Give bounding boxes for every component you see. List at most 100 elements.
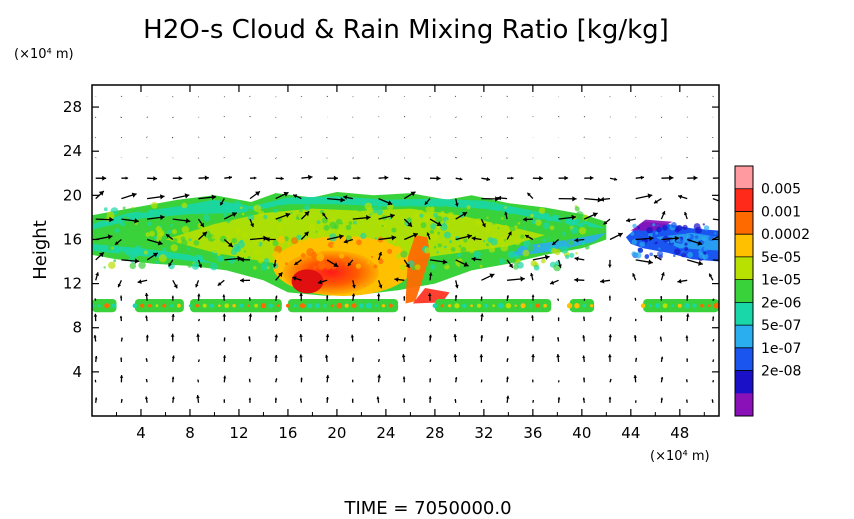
cloud-speckle: [220, 261, 223, 264]
cloud-speckle: [308, 243, 312, 247]
cloud-speckle: [303, 204, 311, 211]
wind-arrowhead: [531, 315, 534, 318]
y-tick-label: 4: [72, 363, 82, 381]
colorbar-label: 5e-07: [761, 318, 801, 334]
cloud-speckle: [314, 244, 317, 247]
cloud-speckle: [658, 247, 661, 250]
cloud-speckle: [568, 240, 574, 246]
wind-arrowhead: [352, 284, 356, 289]
wind-arrowhead: [495, 196, 500, 202]
wind-arrowhead: [326, 397, 329, 400]
cloud-speckle: [636, 229, 641, 234]
cloud-speckle: [147, 221, 152, 227]
core-max: [291, 269, 324, 294]
wind-arrowhead: [211, 194, 217, 200]
wind-arrowhead: [265, 237, 270, 242]
cloud-speckle: [275, 204, 280, 209]
cloud-speckle: [669, 239, 674, 244]
cloud-speckle: [410, 265, 416, 271]
cloud-speckle: [565, 254, 570, 259]
cloud-speckle: [656, 224, 659, 227]
colorbar-swatch: [735, 234, 753, 258]
cloud-speckle: [344, 262, 349, 267]
wind-arrowhead: [333, 175, 338, 181]
band-speckle: [209, 303, 215, 308]
cloud-speckle: [254, 249, 261, 256]
band-speckle: [566, 303, 573, 309]
wind-arrowhead: [202, 231, 207, 237]
wind-arrowhead: [617, 232, 623, 238]
wind-arrowhead: [173, 284, 178, 289]
wind-arrowhead: [170, 333, 175, 337]
cloud-speckle: [413, 211, 421, 220]
wind-arrowhead: [511, 176, 514, 180]
wind-arrowhead: [697, 240, 703, 246]
colorbar-label: 2e-08: [761, 364, 801, 380]
cloud-speckle: [180, 236, 186, 242]
cloud-speckle: [181, 202, 188, 209]
cloud-speckle: [444, 220, 451, 226]
wind-arrowhead: [273, 264, 277, 268]
cloud-speckle: [492, 215, 496, 219]
cloud-speckle: [113, 259, 117, 263]
wind-arrowhead: [134, 258, 140, 264]
wind-arrowhead: [107, 234, 113, 240]
cloud-speckle: [694, 235, 699, 239]
cloud-speckle: [170, 224, 173, 227]
wind-arrow: [712, 218, 719, 221]
cloud-speckle: [241, 231, 249, 238]
x-tick-label: 16: [278, 424, 297, 442]
wind-arrowhead: [428, 272, 433, 276]
wind-arrow: [712, 338, 715, 342]
cloud-speckle: [513, 238, 522, 246]
cloud-speckle: [541, 214, 545, 218]
colorbar-swatch: [735, 325, 753, 349]
cloud-speckle: [287, 242, 291, 245]
cloud-speckle: [240, 239, 244, 244]
wind-arrowhead: [410, 191, 416, 197]
wind-arrowhead: [351, 316, 355, 319]
cloud-speckle: [272, 240, 279, 247]
wind-arrowhead: [350, 334, 354, 338]
cloud-speckle: [241, 212, 245, 216]
cloud-speckle: [671, 222, 677, 228]
colorbar: 0.005 0.001 0.0002 5e-05 1e-05 2e-06 5e-07 1e-0…: [734, 165, 810, 417]
colorbar-label: 1e-05: [761, 273, 801, 289]
wind-arrowhead: [217, 282, 222, 286]
cloud-speckle: [569, 252, 575, 258]
cloud-speckle: [231, 237, 238, 244]
wind-arrowhead: [153, 176, 158, 181]
cloud-speckle: [168, 224, 171, 227]
wind-arrowhead: [654, 199, 658, 204]
cloud-speckle: [110, 254, 115, 259]
wind-arrowhead: [145, 358, 148, 360]
cloud-speckle: [348, 221, 353, 225]
cloud-speckle: [388, 216, 392, 220]
band-speckle: [147, 304, 152, 308]
wind-arrowhead: [558, 264, 562, 268]
cloud-speckle: [181, 239, 188, 246]
wind-arrowhead: [384, 175, 389, 181]
cloud-speckle: [247, 256, 251, 259]
cloud-speckle: [562, 231, 567, 236]
cloud-speckle: [170, 244, 178, 252]
band-speckle: [677, 303, 682, 308]
low-cloud-band: [569, 299, 595, 313]
cloud-speckle: [474, 218, 483, 227]
wind-arrowhead: [195, 284, 199, 288]
wind-arrowhead: [394, 277, 399, 282]
wind-arrowhead: [403, 296, 406, 298]
wind-arrowhead: [102, 175, 107, 181]
x-tick-label: 4: [136, 424, 146, 442]
cloud-speckle: [630, 232, 635, 236]
cloud-speckle: [578, 227, 587, 235]
wind-arrowhead: [376, 396, 380, 400]
band-speckle: [314, 303, 320, 309]
wind-arrowhead: [649, 235, 654, 242]
cloud-speckle: [300, 253, 306, 258]
wind-arrowhead: [712, 316, 715, 319]
wind-arrowhead: [608, 354, 612, 358]
cloud-speckle: [483, 240, 486, 243]
wind-arrowhead: [428, 334, 432, 338]
wind-arrowhead: [378, 284, 383, 289]
